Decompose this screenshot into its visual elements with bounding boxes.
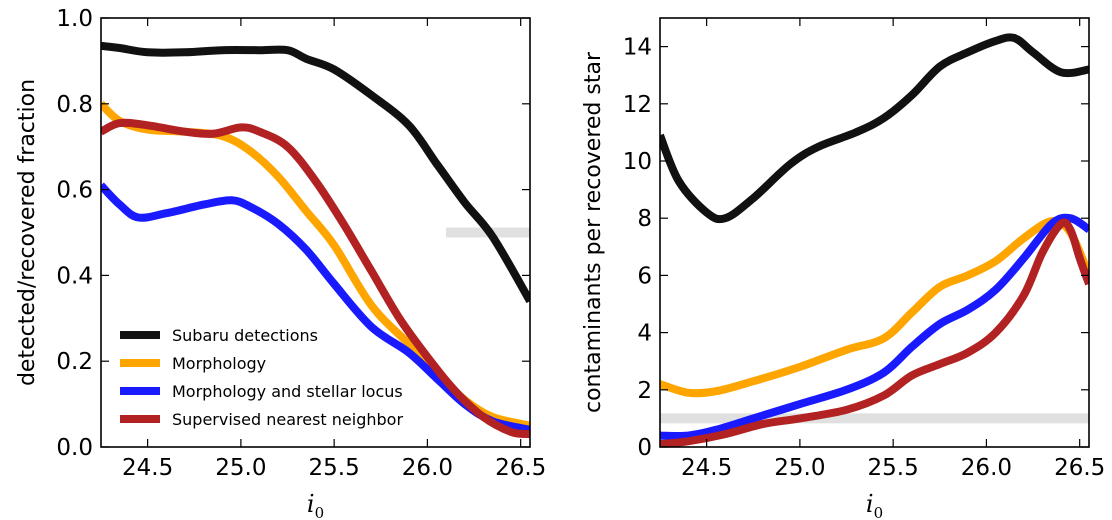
y-tick-label: 0.2 [56, 349, 93, 375]
x-axis-label-main: i [866, 490, 874, 518]
series-line-supervised-nearest-neighbor [101, 118, 530, 439]
legend-label: Morphology and stellar locus [172, 382, 403, 401]
y-tick-label: 4 [637, 321, 652, 347]
y-tick-label: 0.6 [56, 178, 93, 204]
y-axis-label: detected/recovered fraction [15, 79, 40, 386]
x-tick-label: 25.5 [309, 455, 360, 481]
x-tick-label: 26.5 [495, 455, 546, 481]
x-tick-label: 25.0 [215, 455, 266, 481]
left-panel: 24.5 25.0 25.5 26.0 26.5 0.0 0.2 0.4 0.6 0.8 1.0 i0… [15, 6, 546, 520]
x-axis-label-main: i [307, 490, 315, 518]
y-tick-label: 14 [623, 35, 652, 61]
plot-area [660, 33, 1089, 447]
x-tick-label: 24.5 [122, 455, 173, 481]
x-tick-label: 26.0 [961, 455, 1012, 481]
y-tick-label: 2 [637, 378, 652, 404]
series-line-supervised-nearest-neighbor [660, 218, 1089, 447]
y-tick-label: 12 [623, 92, 652, 118]
x-axis-label: i0 [866, 490, 883, 520]
y-tick-label: 0.4 [56, 263, 93, 289]
series-line-subaru-detections [101, 41, 530, 304]
x-tick-label: 25.5 [868, 455, 919, 481]
y-tick-label: 0 [637, 435, 652, 461]
series-line-morphology-and-stellar-locus [660, 213, 1089, 440]
y-tick-label: 1.0 [56, 6, 93, 32]
legend-label: Subaru detections [172, 326, 318, 345]
series-line-subaru-detections [660, 33, 1089, 224]
x-axis-label: i0 [307, 490, 324, 520]
y-axis-label: contaminants per recovered star [581, 51, 606, 413]
x-tick-label: 24.5 [681, 455, 732, 481]
plot-area [101, 41, 530, 439]
y-tick-label: 10 [623, 149, 652, 175]
axes-frame [659, 17, 1090, 448]
y-tick-label: 8 [637, 206, 652, 232]
x-tick-label: 25.0 [774, 455, 825, 481]
legend-label: Morphology [172, 354, 266, 373]
legend: Subaru detections Morphology Morphology an… [120, 326, 403, 429]
y-tick-label: 6 [637, 263, 652, 289]
x-tick-label: 26.0 [402, 455, 453, 481]
y-tick-label: 0.8 [56, 92, 93, 118]
y-tick-label: 0.0 [56, 435, 93, 461]
legend-label: Supervised nearest neighbor [172, 410, 403, 429]
x-tick-label: 26.5 [1054, 455, 1105, 481]
right-panel: 24.5 25.0 25.5 26.0 26.502468101214i0contami… [581, 17, 1105, 520]
x-axis-label-subscript: 0 [874, 504, 884, 520]
x-axis-label-subscript: 0 [315, 504, 325, 520]
series-line-morphology [660, 216, 1089, 398]
axes-frame [100, 17, 531, 448]
